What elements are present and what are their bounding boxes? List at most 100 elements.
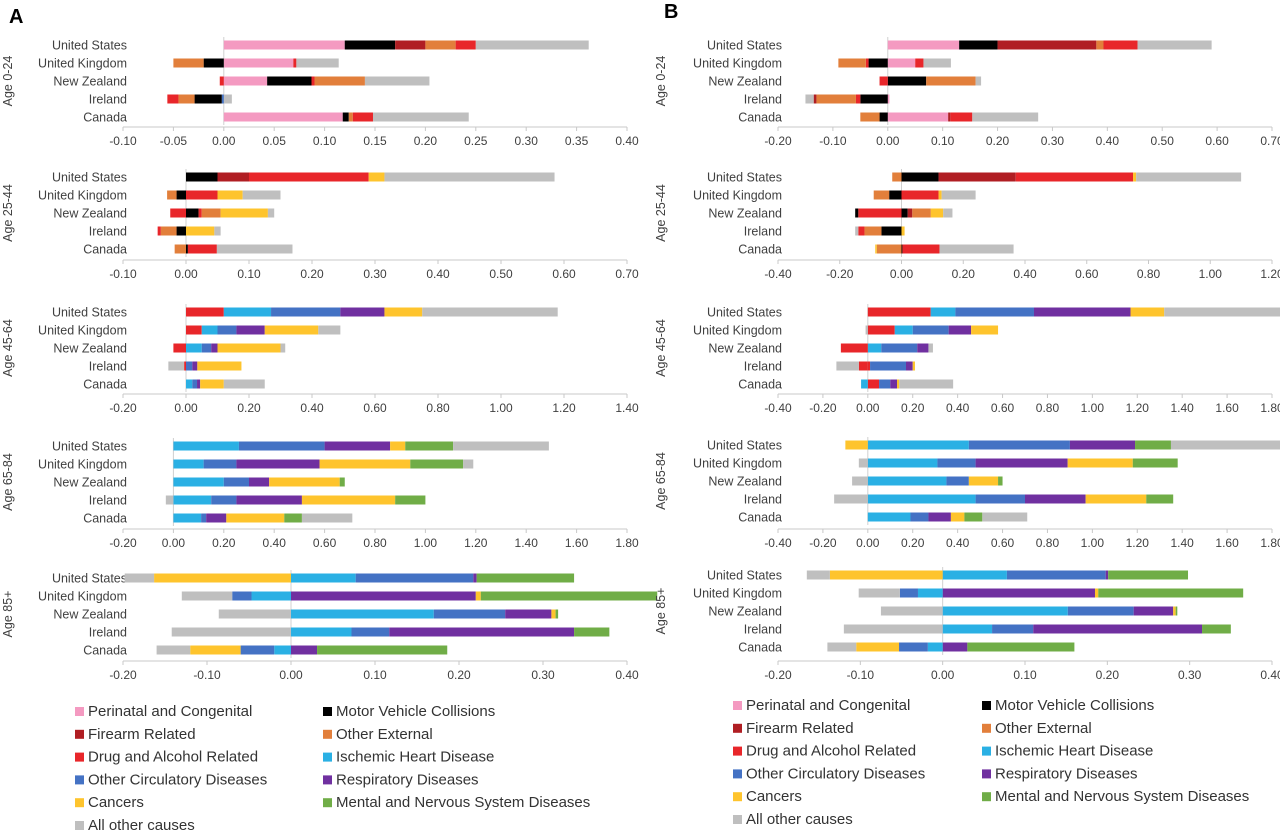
bar-segment [198,208,202,218]
bar-segment [223,379,265,389]
bar-segment [433,609,506,619]
legend-label: Cancers [746,788,802,805]
legend-label: Firearm Related [746,720,854,737]
bar-segment [942,624,993,634]
bar-segment [816,94,856,104]
bar-segment [186,343,202,353]
bar-segment [574,627,610,637]
bar-segment [280,343,286,353]
x-tick-label: 0.10 [1013,668,1037,682]
chart-4: Age 85+ -0.20 -0.10 0.00 0.10 0.20 0.30 0.40 Uni… [1,570,658,682]
bar-segment [291,573,356,583]
bar-segment [176,226,186,236]
bar-segment [867,307,931,317]
bar-segment [217,343,281,353]
bar-segment [217,325,237,335]
x-tick-label: 0.20 [447,668,471,682]
bar-segment [836,361,859,371]
bar-segment [201,513,207,523]
country-label: Canada [83,243,127,257]
bar-segment [218,609,291,619]
bar-segment [948,325,972,335]
bar-segment [905,361,913,371]
legend-label: Mental and Nervous System Diseases [336,794,590,811]
legend-swatch [323,798,332,808]
bar-segment [975,458,1068,468]
x-tick-label: 0.40 [615,668,639,682]
bar-segment [167,190,177,200]
country-label: Canada [83,111,127,125]
country-label: Ireland [744,493,782,507]
bar-segment [855,94,861,104]
bar-segment [902,244,940,254]
bar-segment [340,307,385,317]
x-tick-label: 1.80 [1260,401,1280,415]
x-tick-label: 0.40 [300,401,324,415]
x-tick-label: 0.00 [931,668,955,682]
bar-segment [1098,588,1244,598]
x-tick-label: 0.80 [363,536,387,550]
bar-segment [1164,307,1280,317]
bar-segment [475,40,589,50]
x-tick-label: -0.20 [109,401,137,415]
legend-swatch [75,821,84,830]
bar-segment [901,226,905,236]
bar-segment [855,208,859,218]
bar-segment [829,570,943,580]
bar-segment [187,244,217,254]
legend-swatch [75,752,84,762]
bar-segment [217,190,243,200]
bar-segment [975,494,1025,504]
bar-segment [860,112,880,122]
bar-segment [917,343,929,353]
bar-segment [186,244,188,254]
bar-segment [840,343,868,353]
bar-segment [938,172,1016,182]
x-tick-label: 1.40 [515,536,539,550]
bar-segment [858,588,900,598]
bar-segment [223,76,268,86]
x-tick-label: -0.20 [109,536,137,550]
bar-segment [928,512,951,522]
country-label: New Zealand [53,342,127,356]
bar-segment [352,112,373,122]
x-tick-label: 0.10 [363,668,387,682]
bar-segment [1175,606,1178,616]
bar-segment [291,591,476,601]
country-label: Canada [738,511,782,525]
chart-1: Age 25-44 -0.10 0.00 0.10 0.20 0.30 0.40 0.50 0.… [1,169,639,281]
bar-segment [348,112,353,122]
x-tick-label: 0.40 [615,134,639,148]
age-group-label: Age 25-44 [654,184,668,242]
bar-segment [1146,494,1174,504]
country-label: New Zealand [708,207,782,221]
bar-segment [186,307,224,317]
bar-segment [1170,440,1280,450]
bar-segment [867,440,969,450]
bar-segment [867,361,871,371]
x-tick-label: 1.20 [552,401,576,415]
country-label: United Kingdom [693,57,782,71]
bar-segment [221,94,224,104]
country-label: New Zealand [708,342,782,356]
bar-segment [319,459,411,469]
bar-segment [194,94,222,104]
bar-segment [845,440,868,450]
bar-segment [867,325,895,335]
x-tick-label: 0.10 [237,267,261,281]
x-tick-label: 0.30 [515,134,539,148]
bar-segment [274,645,291,655]
bar-segment [915,58,924,68]
age-group-label: Age 45-64 [1,319,15,377]
bar-segment [389,627,575,637]
bar-segment [938,190,942,200]
bar-segment [284,513,302,523]
bar-segment [881,226,902,236]
bar-segment [186,190,218,200]
x-tick-label: 0.20 [237,401,261,415]
bar-segment [186,361,193,371]
legend-label: Motor Vehicle Collisions [995,697,1154,714]
bar-segment [242,190,281,200]
country-label: Ireland [744,623,782,637]
x-tick-label: 0.00 [212,134,236,148]
